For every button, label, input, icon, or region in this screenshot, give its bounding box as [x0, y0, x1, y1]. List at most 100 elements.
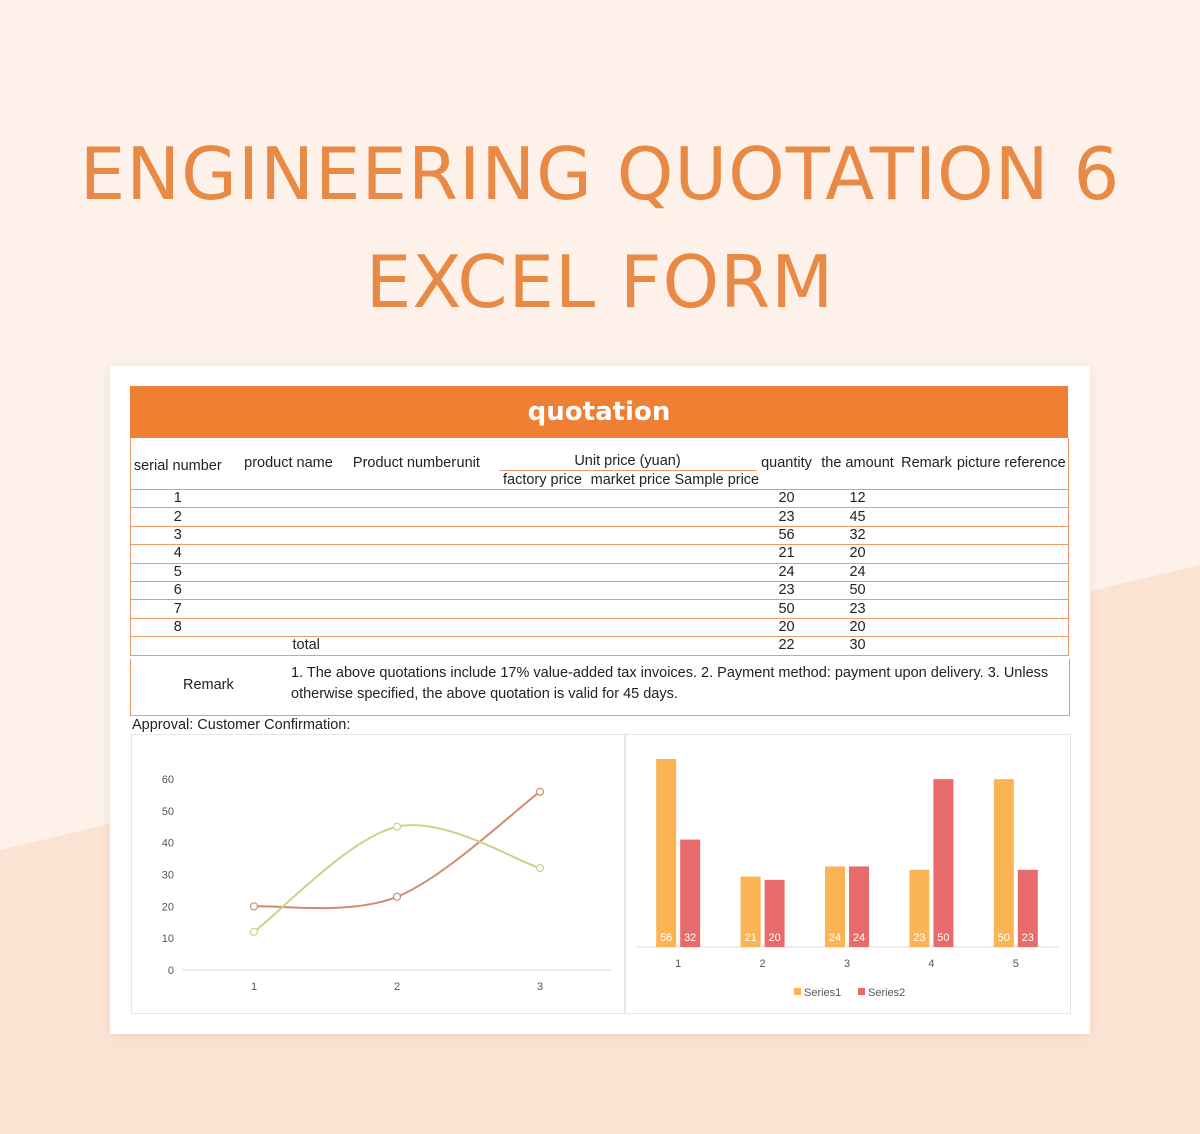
bar-chart-canvas: 56 32 1 21 20 2 24 24 3 23 50 4 50 23 5 Series1 Series2: [636, 759, 1058, 999]
row-product-number: [352, 507, 457, 527]
col-factory-price-header: factory price: [498, 470, 587, 490]
x-tick-label: 4: [928, 958, 934, 970]
row-serial: 4: [130, 544, 225, 564]
col-product-number-header: Product number: [352, 438, 457, 490]
table-row: 5 24 24: [130, 563, 1070, 582]
row-remark: [898, 618, 955, 638]
row-quantity: 24: [756, 563, 817, 582]
legend-label: Series2: [868, 987, 905, 999]
row-picture: [954, 526, 1070, 546]
row-sample-price: [674, 507, 757, 527]
table-row: 1 20 12: [130, 489, 1070, 509]
row-amount: 50: [816, 581, 899, 601]
row-serial: 5: [130, 563, 225, 582]
remark-block: Remark 1. The above quotations include 1…: [130, 659, 1070, 716]
table-row: 4 21 20: [130, 544, 1070, 564]
row-quantity: 50: [756, 599, 817, 619]
bar-data-label: 21: [744, 932, 756, 944]
row-market-price: [586, 489, 675, 509]
row-quantity: 20: [756, 489, 817, 509]
line-chart: 0 10 20 30 40 50 60 1 2 3: [131, 734, 625, 1014]
quotation-title: quotation: [130, 386, 1068, 438]
row-market-price: [586, 581, 675, 601]
row-factory-price: [498, 599, 587, 619]
row-sample-price: [674, 581, 757, 601]
y-tick-label: 0: [168, 965, 174, 977]
bar-series1: [656, 759, 677, 947]
data-point: [249, 927, 259, 936]
col-unit-header: unit: [456, 438, 499, 490]
y-tick-label: 20: [162, 901, 174, 913]
row-market-price: [586, 507, 675, 527]
col-serial-header: serial number: [130, 438, 225, 490]
header-row-bottom: factory price market price Sample price: [131, 470, 1069, 490]
row-amount: 45: [816, 507, 899, 527]
row-product-number: [352, 544, 457, 564]
bar-series1: [993, 779, 1014, 947]
bar-series2: [764, 879, 785, 947]
x-tick-label: 3: [844, 958, 850, 970]
row-product-number: [352, 581, 457, 601]
row-product-number: [352, 618, 457, 638]
row-sample-price: [674, 599, 757, 619]
row-sample-price: [674, 618, 757, 638]
y-tick-label: 30: [162, 870, 174, 882]
row-product-name: [224, 618, 353, 638]
row-remark: [898, 581, 955, 601]
total-label: total: [224, 636, 457, 656]
total-row: total 22 30: [130, 636, 1070, 656]
remark-label: Remark: [183, 677, 234, 693]
row-sample-price: [674, 563, 757, 582]
table-row: 3 56 32: [130, 526, 1070, 546]
row-sample-price: [674, 489, 757, 509]
row-amount: 12: [816, 489, 899, 509]
data-point: [535, 787, 545, 796]
row-sample-price: [674, 544, 757, 564]
data-point: [249, 902, 259, 911]
row-unit: [456, 618, 499, 638]
table-row: 7 50 23: [130, 599, 1070, 619]
bar-series2: [1017, 869, 1038, 947]
row-product-name: [224, 489, 353, 509]
unit-price-group-header: Unit price (yuan): [498, 438, 757, 471]
row-product-number: [352, 526, 457, 546]
col-sample-price-header: Sample price: [674, 470, 760, 490]
row-market-price: [586, 563, 675, 582]
total-amount: 30: [816, 636, 899, 656]
row-quantity: 20: [756, 618, 817, 638]
row-unit: [456, 581, 499, 601]
bar-data-label: 20: [768, 932, 780, 944]
approval-label: Approval: Customer Confirmation:: [132, 717, 351, 733]
table-body: 1 20 12 2 23 45 3 56 32 4 21 20 5 24 24 6 23 50 7 50 23 8 20 20: [130, 489, 1070, 638]
line-chart-canvas: 0 10 20 30 40 50 60 1 2 3: [162, 774, 612, 993]
bar-series2: [680, 839, 701, 947]
remark-text: 1. The above quotations include 17% valu…: [291, 665, 1049, 702]
row-picture: [954, 618, 1070, 638]
row-product-name: [224, 563, 353, 582]
row-amount: 20: [816, 618, 899, 638]
col-remark-header: Remark: [898, 438, 955, 490]
row-serial: 7: [130, 599, 225, 619]
quotation-sheet: quotation serial number product name Pro…: [110, 366, 1090, 1034]
data-point: [392, 892, 402, 901]
bar-series2: [933, 779, 954, 947]
row-remark: [898, 563, 955, 582]
row-market-price: [586, 618, 675, 638]
row-amount: 24: [816, 563, 899, 582]
data-point: [535, 864, 545, 873]
x-tick-label: 2: [760, 958, 766, 970]
row-unit: [456, 489, 499, 509]
row-product-number: [352, 489, 457, 509]
bar-data-label: 56: [660, 932, 672, 944]
row-factory-price: [498, 618, 587, 638]
row-factory-price: [498, 581, 587, 601]
row-product-name: [224, 526, 353, 546]
quotation-table: serial number product name Product numbe…: [130, 438, 1070, 656]
row-amount: 23: [816, 599, 899, 619]
row-factory-price: [498, 563, 587, 582]
bar-data-label: 50: [937, 932, 949, 944]
row-factory-price: [498, 544, 587, 564]
row-serial: 2: [130, 507, 225, 527]
row-amount: 32: [816, 526, 899, 546]
bar-data-label: 32: [684, 932, 696, 944]
